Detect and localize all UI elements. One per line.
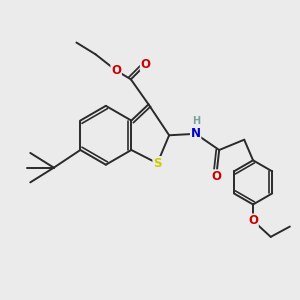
Text: S: S [153, 157, 162, 170]
Text: N: N [190, 127, 201, 140]
Text: O: O [211, 170, 221, 183]
Text: H: H [192, 116, 200, 126]
Text: O: O [141, 58, 151, 71]
Text: O: O [248, 214, 258, 227]
Text: O: O [111, 64, 121, 77]
